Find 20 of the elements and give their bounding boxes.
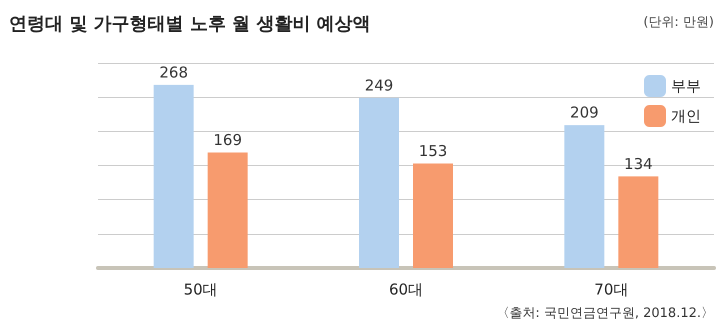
x-tick-label: 50대 — [184, 280, 218, 298]
data-label: 209 — [570, 104, 599, 122]
bar — [564, 125, 604, 268]
x-tick-label: 60대 — [388, 280, 424, 298]
bar — [359, 98, 399, 268]
bar — [413, 163, 453, 268]
bar — [208, 152, 248, 268]
bar — [154, 84, 194, 268]
text: 〈출처: 국민연금연구원, 2018.12.〉 — [496, 306, 714, 321]
x-tick-label: 70대 — [594, 280, 628, 298]
data-label: 134 — [624, 154, 653, 173]
legend-label: 개인 — [671, 107, 701, 125]
data-label: 153 — [418, 142, 448, 160]
data-label: 169 — [213, 131, 242, 150]
chart-title: 연령대 및 가구형태별 노후 월 생활비 예상액 — [9, 14, 371, 34]
text: (단위: 만원) — [643, 15, 714, 30]
bar — [618, 176, 658, 268]
data-label: 249 — [364, 76, 394, 94]
data-label: 268 — [159, 63, 188, 82]
legend-label: 부부 — [671, 77, 701, 95]
